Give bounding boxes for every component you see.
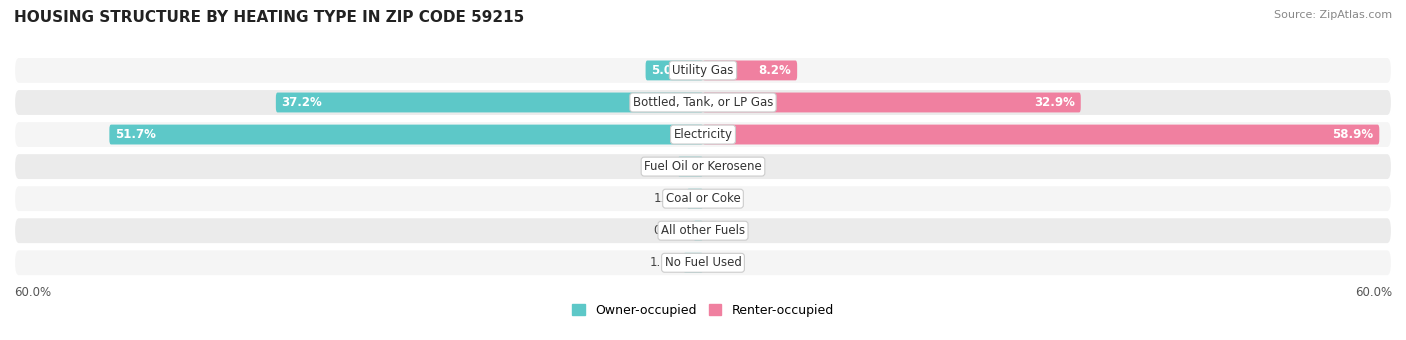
FancyBboxPatch shape [14, 153, 1392, 180]
Text: 37.2%: 37.2% [281, 96, 322, 109]
FancyBboxPatch shape [14, 57, 1392, 84]
Text: HOUSING STRUCTURE BY HEATING TYPE IN ZIP CODE 59215: HOUSING STRUCTURE BY HEATING TYPE IN ZIP… [14, 10, 524, 25]
FancyBboxPatch shape [14, 89, 1392, 116]
FancyBboxPatch shape [14, 217, 1392, 244]
Text: 58.9%: 58.9% [1333, 128, 1374, 141]
Text: 0.0%: 0.0% [706, 224, 737, 237]
Text: 1.7%: 1.7% [650, 256, 681, 269]
Text: 32.9%: 32.9% [1035, 96, 1076, 109]
FancyBboxPatch shape [14, 249, 1392, 276]
Text: Fuel Oil or Kerosene: Fuel Oil or Kerosene [644, 160, 762, 173]
FancyBboxPatch shape [276, 92, 703, 113]
Text: 0.0%: 0.0% [706, 160, 737, 173]
Text: 0.0%: 0.0% [706, 192, 737, 205]
FancyBboxPatch shape [703, 124, 1379, 144]
FancyBboxPatch shape [645, 61, 703, 80]
Text: 60.0%: 60.0% [1355, 286, 1392, 299]
FancyBboxPatch shape [693, 221, 703, 241]
Legend: Owner-occupied, Renter-occupied: Owner-occupied, Renter-occupied [568, 299, 838, 322]
FancyBboxPatch shape [678, 157, 703, 176]
Text: 51.7%: 51.7% [115, 128, 156, 141]
Text: Electricity: Electricity [673, 128, 733, 141]
Text: 60.0%: 60.0% [14, 286, 51, 299]
Text: Source: ZipAtlas.com: Source: ZipAtlas.com [1274, 10, 1392, 20]
Text: All other Fuels: All other Fuels [661, 224, 745, 237]
Text: 0.83%: 0.83% [652, 224, 690, 237]
FancyBboxPatch shape [703, 92, 1081, 113]
FancyBboxPatch shape [14, 121, 1392, 148]
Text: 5.0%: 5.0% [651, 64, 685, 77]
FancyBboxPatch shape [683, 253, 703, 273]
Text: No Fuel Used: No Fuel Used [665, 256, 741, 269]
Text: 2.2%: 2.2% [683, 160, 716, 173]
FancyBboxPatch shape [688, 189, 703, 209]
Text: Utility Gas: Utility Gas [672, 64, 734, 77]
FancyBboxPatch shape [14, 185, 1392, 212]
FancyBboxPatch shape [703, 61, 797, 80]
Text: Bottled, Tank, or LP Gas: Bottled, Tank, or LP Gas [633, 96, 773, 109]
Text: 1.4%: 1.4% [654, 192, 683, 205]
Text: 0.0%: 0.0% [706, 256, 737, 269]
FancyBboxPatch shape [110, 124, 703, 144]
Text: Coal or Coke: Coal or Coke [665, 192, 741, 205]
Text: 8.2%: 8.2% [759, 64, 792, 77]
